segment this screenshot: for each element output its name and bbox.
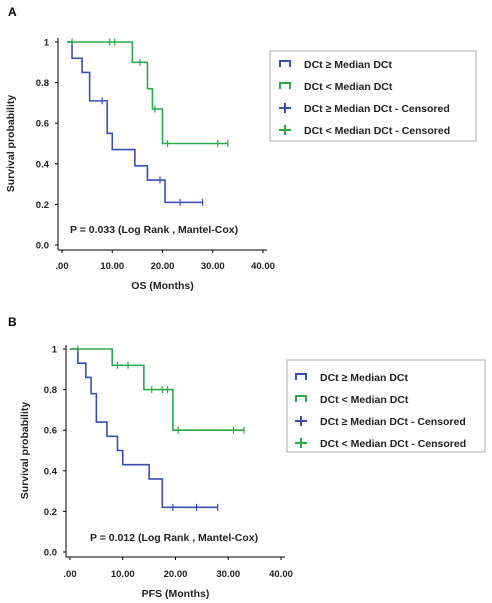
km-panel-b: B 0.0 0.2 0.4 0.6 0.8 1 .00 10.00 20.00 30.00 40.00… [8, 315, 486, 600]
legend-entry: DCt ≥ Median DCt - Censored [320, 416, 466, 428]
x-tick-label: 10.00 [111, 569, 135, 580]
x-axis-title: OS (Months) [131, 280, 193, 292]
legend-line-symbol [295, 373, 307, 380]
legend-entry: DCt ≥ Median DCt [304, 59, 393, 71]
legend-frame [286, 359, 486, 453]
legend-entry: DCt ≥ Median DCt [320, 372, 409, 384]
legend: DCt ≥ Median DCt DCt < Median DCt DCt ≥ Me… [269, 50, 477, 142]
km-curve-low [70, 348, 245, 431]
y-axis-title: Survival probability [5, 95, 17, 193]
y-tick-label: 1 [44, 38, 50, 49]
legend-line-symbol [279, 82, 291, 89]
legend-entry: DCt < Median DCt - Censored [320, 438, 466, 450]
legend-censor-symbol [295, 416, 307, 426]
x-tick-label: .00 [63, 569, 76, 580]
legend-line-symbol [295, 395, 307, 402]
legend-entry: DCt ≥ Median DCt - Censored [304, 103, 450, 115]
y-tick-label: 1 [52, 345, 58, 356]
y-tick-label: 0.0 [44, 548, 57, 559]
x-tick-label: 10.00 [100, 261, 124, 272]
y-tick-label: 0.0 [36, 241, 49, 252]
x-tick-label: .00 [55, 261, 68, 272]
legend-line-symbol [279, 60, 291, 67]
x-tick-label: 30.00 [216, 569, 240, 580]
legend-entry: DCt < Median DCt [320, 394, 409, 406]
legend-entry: DCt < Median DCt - Censored [304, 125, 450, 137]
x-axis-title: PFS (Months) [142, 588, 210, 600]
y-tick-label: 0.8 [36, 78, 49, 89]
y-tick-label: 0.6 [44, 426, 57, 437]
panel-label: A [8, 5, 17, 19]
legend-frame [269, 50, 477, 142]
km-curve-high [67, 41, 203, 204]
legend-censor-symbol [279, 125, 291, 135]
legend-censor-symbol [279, 103, 291, 113]
x-tick-label: 20.00 [164, 569, 188, 580]
legend-censor-symbol [295, 438, 307, 448]
x-tick-label: 30.00 [201, 261, 225, 272]
km-curve-high [70, 348, 218, 509]
legend-entry: DCt < Median DCt [304, 81, 393, 93]
y-axis-title: Survival probability [19, 402, 31, 500]
x-tick-label: 40.00 [251, 261, 275, 272]
legend: DCt ≥ Median DCt DCt < Median DCt DCt ≥ Me… [286, 359, 486, 453]
y-tick-label: 0.8 [44, 385, 57, 396]
p-value-annotation: P = 0.033 (Log Rank , Mantel-Cox) [70, 224, 238, 236]
y-tick-label: 0.4 [44, 466, 58, 477]
y-tick-label: 0.2 [44, 507, 57, 518]
panel-label: B [8, 315, 17, 329]
x-tick-label: 20.00 [151, 261, 175, 272]
p-value-annotation: P = 0.012 (Log Rank , Mantel-Cox) [90, 532, 258, 544]
km-curve-low [67, 41, 228, 145]
y-tick-label: 0.2 [36, 200, 49, 211]
y-tick-label: 0.4 [36, 159, 50, 170]
x-tick-label: 40.00 [269, 569, 293, 580]
y-tick-label: 0.6 [36, 119, 49, 130]
km-panel-a: A 0.0 0.2 0.4 0.6 0.8 1 .00 10.00 20.00 30.00 40.00… [5, 5, 477, 292]
